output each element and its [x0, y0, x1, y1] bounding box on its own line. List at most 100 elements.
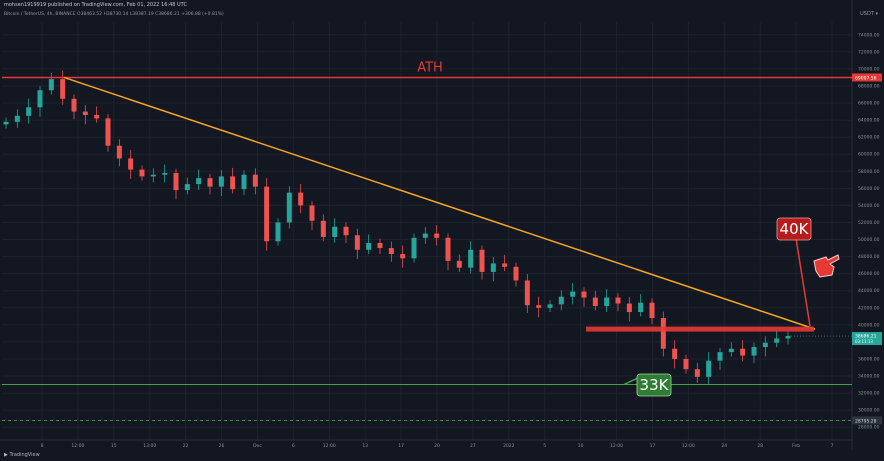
ath-price-label: 69007.56: [855, 75, 877, 81]
y-tick-label: 64000.00: [858, 118, 880, 124]
y-tick-label: 30000.00: [858, 408, 880, 414]
candle-body: [456, 260, 462, 268]
current-price-label: 38686.21: [855, 334, 877, 340]
y-tick-label: 60000.00: [858, 152, 880, 158]
x-tick-label: Dec: [253, 443, 262, 449]
candle-body: [785, 335, 791, 339]
x-tick-label: 17: [650, 443, 656, 449]
candle-body: [740, 348, 746, 356]
candle-body: [728, 348, 734, 353]
x-tick-label: 5: [543, 443, 546, 449]
candle-body: [502, 263, 508, 267]
x-tick-label: Feb: [792, 443, 800, 449]
candle-body: [604, 297, 610, 307]
y-tick-label: 32000.00: [858, 391, 880, 397]
candle-body: [490, 263, 496, 272]
x-tick-label: 17: [398, 443, 404, 449]
candle-body: [162, 172, 168, 175]
candle-body: [762, 342, 768, 348]
candle-body: [411, 237, 417, 259]
candle-body: [150, 174, 156, 177]
candle-body: [524, 280, 530, 306]
candle-body: [366, 242, 372, 250]
y-tick-label: 54000.00: [858, 203, 880, 209]
x-tick-label: 12:00: [682, 443, 695, 449]
candle-body: [196, 178, 202, 185]
y-tick-label: 44000.00: [858, 288, 880, 294]
x-tick-label: 20: [434, 443, 440, 449]
candle-body: [626, 303, 632, 313]
candle-body: [388, 248, 394, 255]
y-tick-label: 56000.00: [858, 186, 880, 192]
tradingview-logo: ▶ TradingView: [4, 452, 40, 458]
candle-body: [128, 158, 134, 170]
y-tick-label: 74000.00: [858, 32, 880, 38]
x-tick-label: 7: [831, 443, 834, 449]
y-tick-label: 42000.00: [858, 305, 880, 311]
candle-body: [547, 304, 553, 308]
ath-label: ATH: [417, 60, 443, 75]
support-callout-box: [636, 373, 672, 397]
candle-body: [570, 291, 576, 297]
bottom-price-tag: [852, 416, 882, 425]
candle-body: [320, 220, 326, 237]
candle-body: [252, 174, 258, 187]
resistance-callout-box: [776, 217, 812, 241]
y-tick-label: 36000.00: [858, 356, 880, 362]
candle-body: [422, 233, 428, 238]
x-tick-label: 12:00: [610, 443, 623, 449]
candle-body: [48, 79, 54, 91]
candle-body: [14, 115, 20, 122]
candle-body: [638, 302, 644, 313]
candle-body: [649, 302, 655, 319]
y-tick-label: 58000.00: [858, 169, 880, 175]
candle-body: [37, 90, 43, 108]
symbol-legend: Bitcoin / TetherUS, 4h, BINANCE O38463.5…: [4, 12, 224, 17]
candle-body: [286, 192, 292, 223]
x-tick-label: 12:00: [323, 443, 336, 449]
pointing-hand-icon: [813, 254, 840, 278]
descending-trendline: [63, 76, 816, 330]
candle-body: [275, 222, 281, 242]
y-tick-label: 34000.00: [858, 374, 880, 380]
candle-body: [71, 98, 77, 112]
candle-body: [717, 352, 723, 361]
candle-body: [332, 226, 338, 237]
candle-body: [445, 237, 451, 261]
bottom-price-label: 28795.28: [855, 418, 877, 424]
x-tick-label: 12:00: [71, 443, 84, 449]
y-tick-label: 40000.00: [858, 322, 880, 328]
y-tick-label: 68000.00: [858, 83, 880, 89]
candle-body: [82, 111, 88, 115]
y-tick-label: 62000.00: [858, 135, 880, 141]
x-tick-label: 13: [362, 443, 368, 449]
candle-body: [672, 348, 678, 359]
resistance-zone: [586, 326, 814, 332]
candle-body: [230, 176, 236, 190]
grid: 74000.00 72000.00 70000.00 68000.00 66000.00…: [2, 22, 880, 449]
y-tick-label: 66000.00: [858, 101, 880, 107]
candle-body: [60, 79, 66, 99]
candle-body: [434, 233, 440, 238]
x-tick-label: 28: [757, 443, 763, 449]
candle-body: [581, 291, 587, 298]
candle-body: [468, 249, 474, 268]
candle-body: [377, 242, 383, 249]
hand-shape: [813, 254, 840, 278]
candle-body: [264, 186, 270, 242]
support-callout-label: 33K: [640, 376, 670, 394]
x-tick-label: 8: [41, 443, 44, 449]
candle-body: [592, 297, 598, 307]
publisher-line: mohsen1919919 published on TradingView.c…: [4, 2, 187, 8]
currency-label[interactable]: USDT ▾: [860, 11, 878, 17]
candle-body: [184, 184, 190, 191]
candle-body: [173, 172, 179, 191]
tradingview-logo-icon: ▶: [4, 452, 8, 458]
y-tick-label: 48000.00: [858, 254, 880, 260]
ath-price-tag: [852, 73, 882, 82]
candle-body: [513, 266, 519, 281]
candle-body: [683, 358, 689, 370]
candle-body: [354, 235, 360, 250]
candle-body: [139, 169, 145, 177]
